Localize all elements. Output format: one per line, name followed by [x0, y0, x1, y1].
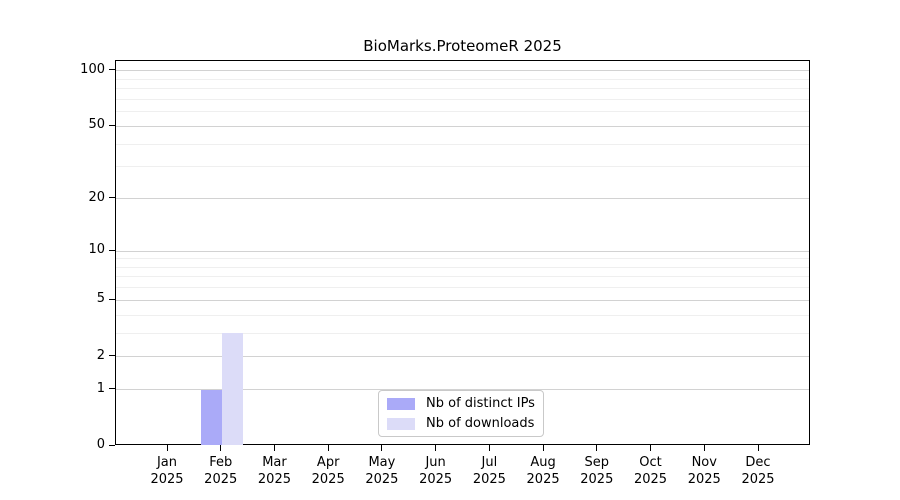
gridline-minor-60: [116, 111, 809, 113]
y-tick-label-10: 10: [88, 242, 105, 258]
x-tick-label-jun: Jun 2025: [419, 455, 453, 487]
x-tick-mark-aug: [542, 445, 544, 451]
y-tick-mark-5: [109, 298, 115, 300]
x-tick-label-oct: Oct 2025: [633, 455, 668, 487]
x-tick-label-feb: Feb 2025: [204, 455, 238, 487]
y-tick-mark-100: [109, 69, 115, 71]
y-tick-mark-50: [109, 124, 115, 126]
x-tick-label-jan: Jan 2025: [150, 455, 184, 487]
gridline-minor-90: [116, 78, 809, 80]
gridline-major-20: [116, 198, 809, 199]
gridline-minor-40: [116, 143, 809, 145]
x-tick-label-aug: Aug 2025: [526, 455, 560, 487]
legend-swatch-distinct-ips: [387, 397, 415, 410]
gridline-minor-6: [116, 287, 809, 289]
y-tick-label-5: 5: [96, 291, 105, 307]
gridline-major-10: [116, 250, 809, 252]
y-tick-mark-1: [109, 388, 115, 390]
gridline-major-5: [116, 299, 809, 301]
gridline-minor-4: [116, 314, 809, 316]
gridline-major-100: [116, 70, 809, 72]
gridline-major-50: [116, 125, 809, 127]
gridline-minor-70: [116, 98, 809, 100]
y-tick-label-0: 0: [96, 437, 105, 452]
x-tick-mark-jun: [435, 445, 437, 451]
gridline-major-1: [116, 389, 809, 391]
gridline-minor-3: [116, 332, 809, 334]
plot-area: [115, 60, 810, 445]
y-tick-mark-10: [109, 249, 115, 251]
y-tick-label-100: 100: [80, 61, 105, 77]
legend-label-downloads: Nb of downloads: [426, 416, 535, 431]
legend-label-distinct-ips: Nb of distinct IPs: [426, 396, 535, 411]
legend-item-distinct-ips: Nb of distinct IPs: [387, 396, 543, 411]
x-tick-mark-oct: [650, 445, 652, 451]
x-tick-mark-apr: [327, 445, 329, 451]
x-tick-mark-dec: [757, 445, 759, 451]
x-tick-label-jul: Jul 2025: [472, 455, 506, 487]
gridline-minor-30: [116, 166, 809, 168]
x-tick-label-may: May 2025: [365, 455, 399, 487]
bar-downloads-feb: [221, 333, 243, 445]
y-tick-mark-0: [109, 444, 115, 446]
x-tick-mark-sep: [596, 445, 598, 451]
x-tick-mark-jul: [488, 445, 490, 451]
x-tick-mark-may: [381, 445, 383, 451]
x-tick-mark-jan: [166, 445, 168, 451]
chart-title: BioMarks.ProteomeR 2025: [363, 37, 562, 55]
gridline-minor-80: [116, 88, 809, 90]
gridline-minor-8: [116, 266, 809, 268]
legend-item-downloads: Nb of downloads: [387, 416, 543, 431]
x-tick-label-dec: Dec 2025: [741, 455, 775, 487]
y-tick-label-2: 2: [96, 347, 105, 363]
x-tick-label-nov: Nov 2025: [687, 455, 721, 487]
y-tick-label-20: 20: [88, 189, 105, 205]
y-tick-label-1: 1: [96, 380, 105, 396]
x-tick-mark-feb: [220, 445, 222, 451]
x-tick-mark-mar: [273, 445, 275, 451]
x-tick-label-sep: Sep 2025: [580, 455, 614, 487]
y-tick-mark-20: [109, 197, 115, 198]
x-tick-mark-nov: [703, 445, 705, 451]
gridline-minor-9: [116, 258, 809, 260]
x-tick-label-mar: Mar 2025: [257, 455, 291, 487]
bar-distinct-ips-feb: [200, 389, 222, 445]
legend-swatch-downloads: [387, 417, 415, 430]
gridline-major-2: [116, 356, 809, 358]
legend: Nb of distinct IPs Nb of downloads: [378, 390, 544, 437]
y-tick-mark-2: [109, 355, 115, 357]
y-tick-label-50: 50: [88, 117, 105, 133]
x-tick-label-apr: Apr 2025: [311, 455, 345, 487]
gridline-minor-7: [116, 276, 809, 278]
